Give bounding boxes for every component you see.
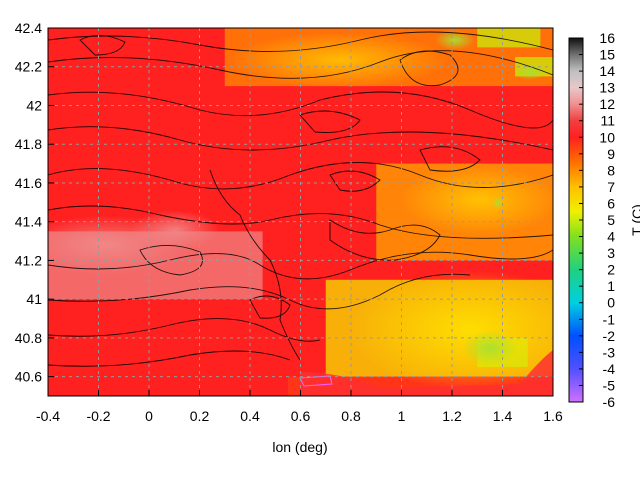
grid-lines (48, 28, 553, 396)
y-tick-label: 40.6 (15, 369, 42, 385)
x-tick-label: 0.2 (190, 408, 210, 424)
y-tick-label: 42.4 (15, 20, 42, 36)
colorbar-tick-label: 6 (607, 195, 615, 211)
colorbar-tick-label: -1 (603, 311, 616, 327)
x-tick-label: -0.4 (36, 408, 60, 424)
x-tick-label: 0 (145, 408, 153, 424)
y-tick-label: 41 (26, 291, 42, 307)
y-tick-label: 41.2 (15, 252, 42, 268)
x-tick-label: -0.2 (86, 408, 110, 424)
y-tick-label: 41.6 (15, 175, 42, 191)
y-tick-label: 42 (26, 97, 42, 113)
x-tick-label: 0.6 (291, 408, 311, 424)
heatmap-plot-area: -0.4 -0.2 0 0.2 0.4 0.6 0.8 1 1.2 1.4 1.6 40.6 40.8… (15, 20, 563, 455)
x-tick-label: 0.8 (341, 408, 361, 424)
colorbar-tick-label: 8 (607, 162, 615, 178)
colorbar-tick-label: -2 (603, 328, 616, 344)
colorbar-tick-label: 10 (599, 129, 615, 145)
y-tick-label: 41.4 (15, 214, 42, 230)
colorbar-tick-label: 15 (599, 47, 615, 63)
colorbar-tick-label: 4 (607, 229, 615, 245)
colorbar-tick-label: 14 (599, 63, 615, 79)
x-axis-label: lon (deg) (272, 439, 327, 455)
x-axis-ticks: -0.4 -0.2 0 0.2 0.4 0.6 0.8 1 1.2 1.4 1.6 (36, 390, 563, 424)
x-tick-label: 1 (398, 408, 406, 424)
colorbar-tick-label: 13 (599, 80, 615, 96)
colorbar-label: T (C) (629, 204, 640, 236)
colorbar-tick-label: 7 (607, 179, 615, 195)
y-tick-label: 42.2 (15, 59, 42, 75)
colorbar-tick-label: 16 (599, 30, 615, 46)
colorbar-tick-label: 3 (607, 245, 615, 261)
colorbar-tick-label: 2 (607, 262, 615, 278)
colorbar-tick-label: 0 (607, 295, 615, 311)
colorbar-tick-label: -6 (603, 394, 616, 410)
colorbar-tick-label: 5 (607, 212, 615, 228)
x-tick-label: 1.4 (493, 408, 513, 424)
y-axis-ticks: 40.6 40.8 41 41.2 41.4 41.6 41.8 42 42.2 42.4 (15, 20, 54, 385)
x-tick-label: 0.4 (240, 408, 260, 424)
y-tick-label: 41.8 (15, 136, 42, 152)
colorbar-tick-label: 12 (599, 96, 615, 112)
colorbar-tick-label: 1 (607, 278, 615, 294)
temperature-region-3 (477, 28, 541, 48)
colorbar-tick-label: 11 (600, 113, 615, 129)
colorbar-tick-label: -3 (603, 344, 616, 360)
x-tick-label: 1.2 (442, 408, 462, 424)
x-tick-label: 1.6 (543, 408, 563, 424)
colorbar-tick-label: -5 (603, 377, 616, 393)
y-tick-label: 40.8 (15, 330, 42, 346)
colorbar-tick-label: 9 (607, 146, 615, 162)
colorbar-tick-label: -4 (603, 361, 616, 377)
